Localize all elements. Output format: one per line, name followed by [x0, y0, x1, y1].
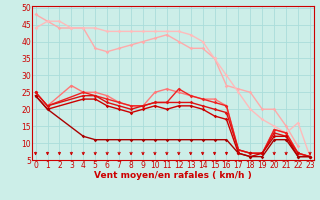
X-axis label: Vent moyen/en rafales ( km/h ): Vent moyen/en rafales ( km/h )	[94, 171, 252, 180]
